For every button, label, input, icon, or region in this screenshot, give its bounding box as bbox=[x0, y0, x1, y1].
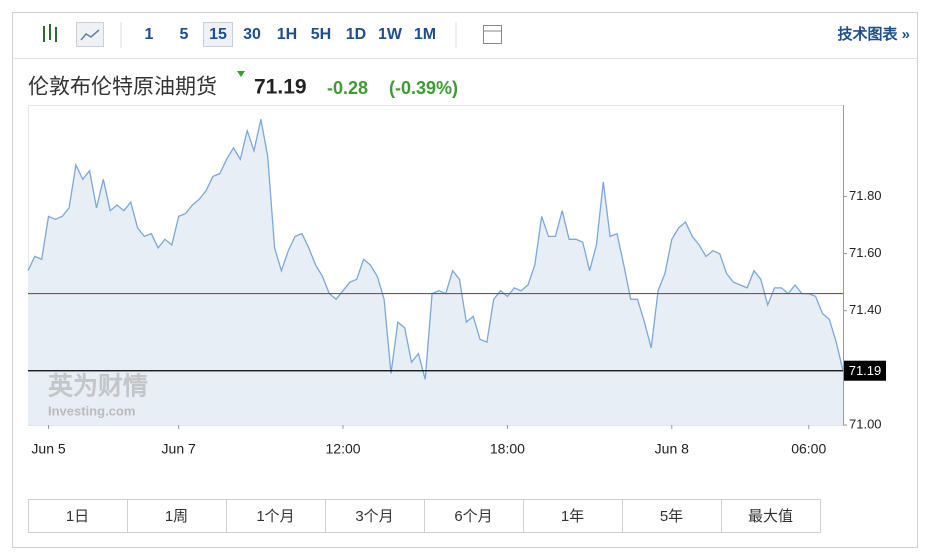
change-pct: (-0.39%) bbox=[389, 78, 458, 98]
y-tick-label: 71.80 bbox=[849, 188, 882, 203]
y-tick-label: 71.40 bbox=[849, 302, 882, 317]
range-button[interactable] bbox=[721, 499, 821, 533]
range-button[interactable] bbox=[226, 499, 326, 533]
x-tick-label: Jun 7 bbox=[162, 441, 196, 457]
range-label: 1日 bbox=[66, 508, 89, 525]
x-tick-label: 18:00 bbox=[490, 441, 525, 457]
x-tick-label: 12:00 bbox=[326, 441, 361, 457]
change-arrow bbox=[237, 71, 245, 77]
area-fill bbox=[28, 119, 843, 426]
range-button[interactable] bbox=[28, 499, 128, 533]
x-tick-label: Jun 5 bbox=[31, 441, 65, 457]
range-button[interactable] bbox=[622, 499, 722, 533]
range-button[interactable] bbox=[424, 499, 524, 533]
price-line bbox=[27, 119, 844, 380]
range-label: 1个月 bbox=[256, 508, 294, 525]
interval-button[interactable]: 5 bbox=[180, 26, 189, 43]
line-icon-box[interactable] bbox=[76, 22, 104, 47]
interval-button[interactable]: 1H bbox=[277, 26, 297, 43]
interval-button[interactable]: 1 bbox=[145, 26, 154, 43]
watermark-brand: 英为财情 bbox=[48, 373, 148, 401]
x-tick-label: 06:00 bbox=[791, 441, 826, 457]
line-icon bbox=[80, 29, 100, 41]
range-label: 6个月 bbox=[454, 508, 492, 525]
watermark-site: Investing.com bbox=[48, 403, 135, 418]
interval-selected bbox=[203, 22, 233, 47]
price-label-box bbox=[844, 360, 886, 381]
candle-icon[interactable] bbox=[43, 24, 57, 42]
y-tick-label: 71.00 bbox=[849, 416, 882, 431]
table-icon[interactable] bbox=[483, 25, 502, 44]
interval-button[interactable]: 1W bbox=[378, 26, 403, 43]
interval-button[interactable]: 1M bbox=[414, 26, 436, 43]
range-button[interactable] bbox=[325, 499, 425, 533]
range-bar: 1日 1周 1个月 3个月 6个月 1年 5年 最大值 bbox=[28, 499, 821, 533]
x-tick-label: Jun 8 bbox=[655, 441, 689, 457]
price-label: 71.19 bbox=[849, 363, 882, 378]
interval-button[interactable]: 1D bbox=[346, 26, 366, 43]
technical-chart-link[interactable]: 技术图表 » bbox=[837, 25, 910, 43]
change: -0.28 bbox=[327, 78, 368, 98]
instrument-name: 伦敦布伦特原油期货 bbox=[28, 76, 217, 99]
range-label: 1周 bbox=[165, 508, 188, 525]
range-label: 5年 bbox=[660, 508, 683, 525]
interval-button[interactable]: 5H bbox=[311, 26, 331, 43]
range-label: 3个月 bbox=[355, 508, 393, 525]
range-label: 1年 bbox=[561, 508, 584, 525]
y-tick-label: 71.60 bbox=[849, 245, 882, 260]
range-label: 最大值 bbox=[748, 508, 793, 525]
interval-button[interactable]: 15 bbox=[209, 26, 227, 43]
plot: 71.00 71.40 71.60 71.80 Jun 5 Jun 7 12:00 18:00… bbox=[27, 105, 886, 457]
price: 71.19 bbox=[254, 76, 307, 99]
interval-button[interactable]: 30 bbox=[243, 26, 261, 43]
range-button[interactable] bbox=[523, 499, 623, 533]
